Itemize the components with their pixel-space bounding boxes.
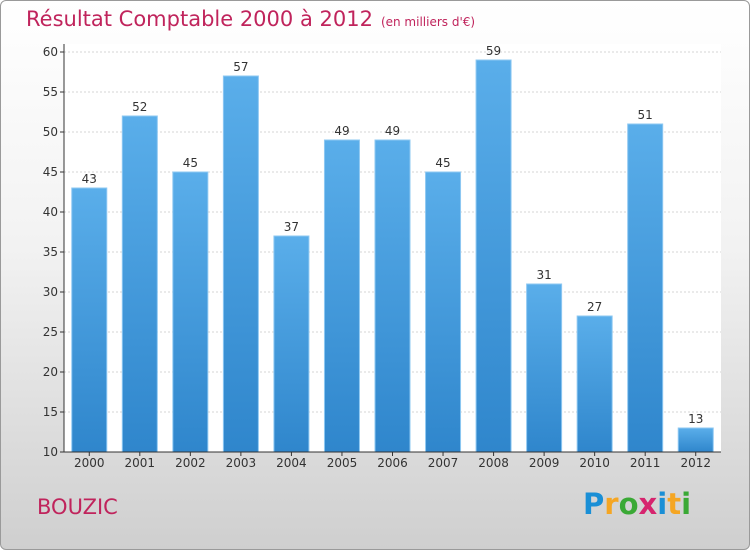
bar-value-label: 37 [284, 220, 299, 234]
bar-value-label: 31 [536, 268, 551, 282]
y-tick-label: 50 [43, 125, 58, 139]
bar [172, 171, 209, 453]
y-tick-label: 15 [43, 405, 58, 419]
y-tick-label: 60 [43, 45, 58, 59]
logo-letter: i [681, 487, 692, 521]
bar [323, 139, 360, 453]
bar [222, 75, 259, 453]
y-tick-label: 35 [43, 245, 58, 259]
bar-value-label: 27 [587, 300, 602, 314]
logo-letter: i [657, 487, 668, 521]
bar-value-label: 13 [688, 412, 703, 426]
x-tick-label: 2004 [276, 456, 307, 470]
bar [576, 315, 613, 453]
bar [627, 123, 664, 453]
x-tick-label: 2012 [680, 456, 711, 470]
chart-title: Résultat Comptable 2000 à 2012 (en millie… [26, 7, 475, 31]
bars: 43 52 45 57 37 49 49 45 59 31 27 51 13 [71, 44, 714, 453]
bar-value-label: 49 [334, 124, 349, 138]
x-tick-label: 2011 [630, 456, 661, 470]
logo-letter: t [667, 487, 682, 521]
x-tick-label: 2005 [327, 456, 358, 470]
proxiti-logo: Proxiti [583, 487, 691, 521]
y-tick-label: 10 [43, 445, 58, 459]
bar [425, 171, 462, 453]
x-tick-label: 2000 [74, 456, 105, 470]
bar-value-label: 45 [435, 156, 450, 170]
bar [121, 115, 158, 453]
chart-subtitle: (en milliers d'€) [380, 15, 476, 29]
bar [475, 59, 512, 453]
bar-value-label: 52 [132, 100, 147, 114]
logo-letter: P [583, 487, 605, 521]
bar [71, 187, 108, 453]
y-tick-label: 55 [43, 85, 58, 99]
bar-value-label: 51 [638, 108, 653, 122]
bar-value-label: 59 [486, 44, 501, 58]
logo-letter: x [638, 487, 658, 521]
x-tick-label: 2001 [125, 456, 156, 470]
bar-value-label: 43 [82, 172, 97, 186]
x-tick-label: 2007 [428, 456, 459, 470]
x-tick-label: 2010 [579, 456, 610, 470]
bar-value-label: 57 [233, 60, 248, 74]
bar-value-label: 49 [385, 124, 400, 138]
x-tick-label: 2009 [529, 456, 560, 470]
chart-title-text: Résultat Comptable 2000 à 2012 [26, 7, 373, 31]
x-tick-label: 2003 [226, 456, 257, 470]
logo-letter: o [618, 487, 639, 521]
bar-value-label: 45 [183, 156, 198, 170]
bar [273, 235, 310, 453]
logo-letter: r [604, 487, 619, 521]
y-tick-label: 20 [43, 365, 58, 379]
bar [526, 283, 563, 453]
x-tick-label: 2006 [377, 456, 408, 470]
axes: 10 15 20 25 30 35 40 45 50 55 60 2000 2001 2002 2003 20… [43, 44, 721, 470]
y-tick-label: 25 [43, 325, 58, 339]
x-tick-label: 2002 [175, 456, 206, 470]
y-tick-label: 30 [43, 285, 58, 299]
y-tick-label: 45 [43, 165, 58, 179]
commune-name: BOUZIC [37, 495, 118, 519]
x-tick-label: 2008 [478, 456, 509, 470]
bar [677, 427, 714, 453]
bar [374, 139, 411, 453]
y-tick-label: 40 [43, 205, 58, 219]
